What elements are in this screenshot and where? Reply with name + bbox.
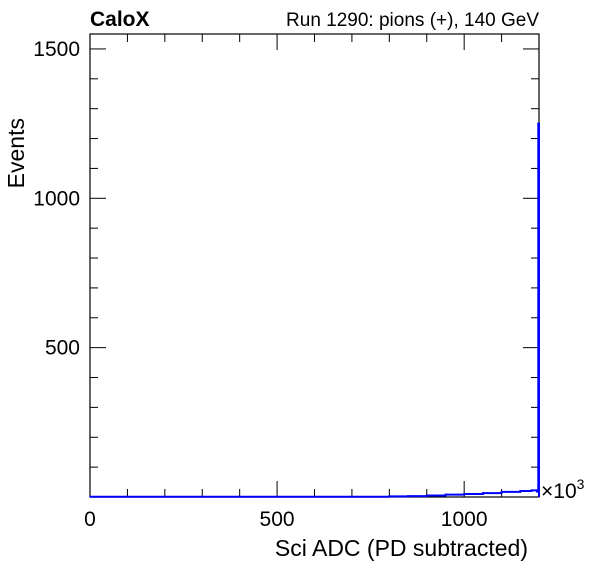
histogram-line [90, 122, 540, 498]
x-axis-multiplier: ×103 [541, 476, 585, 503]
histogram-bin-point [519, 490, 522, 492]
histogram-bin-point [425, 494, 428, 497]
brand-label: CaloX [90, 8, 150, 31]
y-axis-ticks: 500 1000 1500 [33, 38, 539, 468]
histogram-bin-point [388, 495, 391, 498]
y-tick-label: 500 [45, 337, 80, 360]
plot-frame [89, 33, 540, 498]
histogram-bin-point [89, 495, 91, 498]
x-tick-label: 500 [260, 508, 295, 531]
histogram-bin-point [444, 493, 447, 496]
histogram-bin-point [530, 489, 533, 492]
x-axis-title: Sci ADC (PD subtracted) [275, 535, 528, 561]
x-tick-label: 1000 [441, 508, 488, 531]
y-tick-label: 1500 [33, 38, 80, 61]
histogram-bin-point [407, 495, 409, 497]
x-multiplier-base: ×10 [541, 480, 577, 503]
run-info-label: Run 1290: pions (+), 140 GeV [286, 10, 539, 31]
histogram-bin-point [536, 490, 538, 493]
y-tick-label: 1000 [33, 187, 80, 210]
histogram-bin-point [537, 122, 540, 125]
histogram-series [89, 122, 540, 498]
histogram-bin-point [482, 492, 484, 494]
x-tick-label: 0 [84, 508, 96, 531]
histogram-bin-point [500, 491, 503, 493]
histogram-bin-point [463, 493, 465, 495]
x-axis-ticks: 0 500 1000 [84, 34, 503, 531]
y-axis-title: Events [3, 118, 29, 188]
x-multiplier-exponent: 3 [577, 476, 585, 492]
